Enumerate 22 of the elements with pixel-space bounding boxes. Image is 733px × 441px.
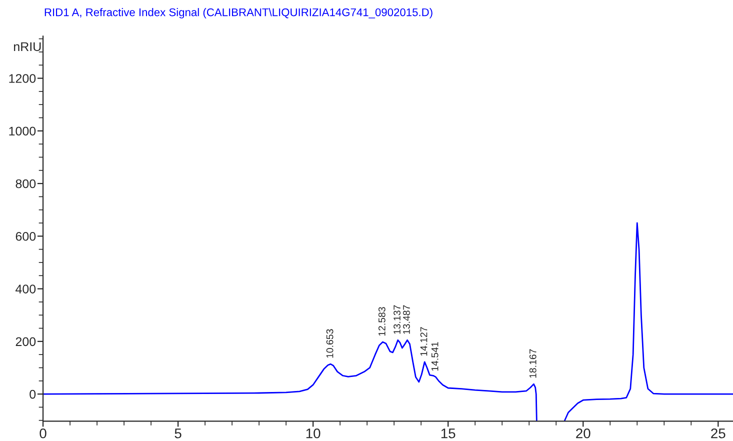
y-tick-label: 1000 bbox=[9, 126, 36, 136]
y-axis-title: nRIU bbox=[14, 42, 41, 52]
x-tick-label: 5 bbox=[174, 428, 182, 438]
annotation: 10.653 bbox=[326, 329, 334, 358]
y-tick-label: 1200 bbox=[9, 74, 36, 83]
annotation: 13.487 bbox=[403, 305, 410, 334]
annotation: 14.127 bbox=[420, 327, 428, 356]
y-tick-label: 200 bbox=[16, 337, 36, 346]
x-tick-label: 20 bbox=[576, 428, 590, 438]
y-tick-label: 0 bbox=[30, 390, 36, 399]
annotation: 14.541 bbox=[432, 342, 438, 371]
y-tick-label: 400 bbox=[16, 284, 36, 294]
chart-title: RID1 A, Refractive Index Signal (CALIBRANT\LIQUIRIZIA14G741_0902015.D) bbox=[44, 8, 432, 18]
x-tick-label: 25 bbox=[711, 428, 726, 438]
annotation: 18.167 bbox=[529, 349, 536, 378]
annotation: 13.137 bbox=[394, 305, 400, 334]
x-tick-label: 10 bbox=[306, 428, 320, 438]
y-tick-label: 800 bbox=[16, 179, 36, 188]
x-tick-label: 15 bbox=[441, 428, 456, 438]
y-tick-label: 600 bbox=[16, 232, 36, 241]
x-tick-label: 0 bbox=[40, 428, 46, 438]
annotation: 12.583 bbox=[378, 307, 386, 336]
